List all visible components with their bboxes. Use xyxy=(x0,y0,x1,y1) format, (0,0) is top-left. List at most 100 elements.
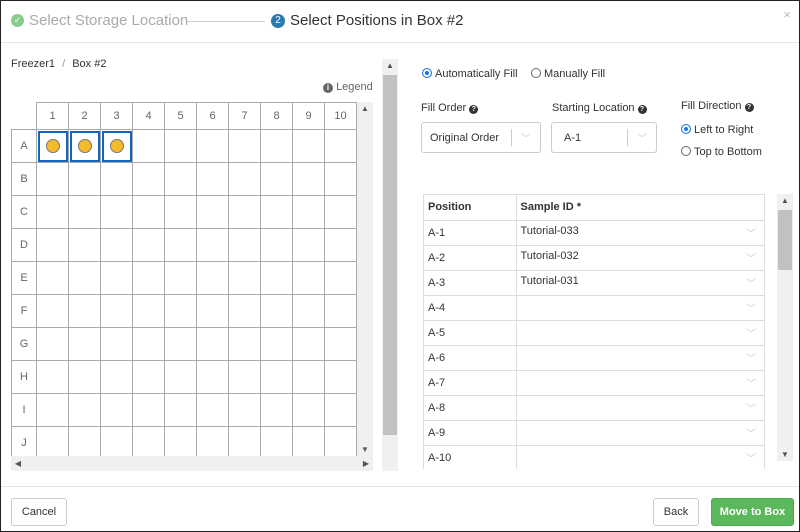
breadcrumb-freezer[interactable]: Freezer1 xyxy=(11,58,56,70)
grid-cell-I-1[interactable] xyxy=(36,393,69,427)
grid-cell-I-7[interactable] xyxy=(228,393,261,427)
grid-cell-B-5[interactable] xyxy=(164,162,197,196)
grid-cell-A-10[interactable] xyxy=(324,129,357,163)
grid-cell-F-1[interactable] xyxy=(36,294,69,328)
panel-scrollbar[interactable]: ▲ xyxy=(382,59,398,471)
cancel-button[interactable]: Cancel xyxy=(11,498,67,526)
sample-id-select[interactable]: ﹀ xyxy=(516,295,764,321)
grid-cell-A-2[interactable] xyxy=(68,129,101,163)
grid-cell-F-4[interactable] xyxy=(132,294,165,328)
grid-cell-H-3[interactable] xyxy=(100,360,133,394)
sample-id-select[interactable]: ﹀ xyxy=(516,320,764,346)
close-icon[interactable]: × xyxy=(783,7,791,22)
scroll-thumb[interactable] xyxy=(383,75,397,435)
scroll-up-arrow-icon[interactable]: ▲ xyxy=(781,196,789,205)
grid-cell-E-7[interactable] xyxy=(228,261,261,295)
grid-cell-F-8[interactable] xyxy=(260,294,293,328)
sample-id-select[interactable]: Tutorial-033 ﹀ xyxy=(516,220,764,246)
grid-cell-D-2[interactable] xyxy=(68,228,101,262)
scroll-down-arrow-icon[interactable]: ▼ xyxy=(361,445,369,454)
grid-cell-D-9[interactable] xyxy=(292,228,325,262)
legend-link[interactable]: i Legend xyxy=(323,81,373,93)
left-to-right-radio[interactable]: Left to Right xyxy=(681,124,753,136)
grid-cell-C-9[interactable] xyxy=(292,195,325,229)
grid-cell-H-4[interactable] xyxy=(132,360,165,394)
grid-cell-C-7[interactable] xyxy=(228,195,261,229)
grid-cell-G-1[interactable] xyxy=(36,327,69,361)
grid-cell-G-2[interactable] xyxy=(68,327,101,361)
grid-cell-J-1[interactable] xyxy=(36,426,69,456)
grid-cell-I-2[interactable] xyxy=(68,393,101,427)
grid-cell-A-9[interactable] xyxy=(292,129,325,163)
grid-cell-C-2[interactable] xyxy=(68,195,101,229)
grid-cell-F-10[interactable] xyxy=(324,294,357,328)
grid-cell-I-5[interactable] xyxy=(164,393,197,427)
grid-cell-J-9[interactable] xyxy=(292,426,325,456)
step-select-storage-location[interactable]: ✓ Select Storage Location xyxy=(11,12,188,29)
grid-cell-G-4[interactable] xyxy=(132,327,165,361)
grid-cell-C-4[interactable] xyxy=(132,195,165,229)
grid-cell-B-4[interactable] xyxy=(132,162,165,196)
grid-cell-I-4[interactable] xyxy=(132,393,165,427)
move-to-box-button[interactable]: Move to Box xyxy=(711,498,794,526)
help-icon[interactable]: ? xyxy=(637,105,647,114)
grid-cell-F-2[interactable] xyxy=(68,294,101,328)
grid-cell-A-3[interactable] xyxy=(100,129,133,163)
grid-cell-A-6[interactable] xyxy=(196,129,229,163)
grid-cell-H-5[interactable] xyxy=(164,360,197,394)
grid-cell-H-2[interactable] xyxy=(68,360,101,394)
grid-cell-G-5[interactable] xyxy=(164,327,197,361)
grid-cell-E-3[interactable] xyxy=(100,261,133,295)
grid-cell-B-10[interactable] xyxy=(324,162,357,196)
grid-cell-F-9[interactable] xyxy=(292,294,325,328)
grid-cell-B-9[interactable] xyxy=(292,162,325,196)
grid-cell-C-6[interactable] xyxy=(196,195,229,229)
grid-cell-J-8[interactable] xyxy=(260,426,293,456)
grid-cell-C-1[interactable] xyxy=(36,195,69,229)
grid-cell-G-6[interactable] xyxy=(196,327,229,361)
grid-cell-F-5[interactable] xyxy=(164,294,197,328)
grid-cell-A-4[interactable] xyxy=(132,129,165,163)
grid-cell-C-5[interactable] xyxy=(164,195,197,229)
grid-cell-B-8[interactable] xyxy=(260,162,293,196)
grid-cell-E-9[interactable] xyxy=(292,261,325,295)
grid-cell-A-7[interactable] xyxy=(228,129,261,163)
grid-cell-I-3[interactable] xyxy=(100,393,133,427)
grid-cell-D-7[interactable] xyxy=(228,228,261,262)
table-scrollbar[interactable]: ▲ ▼ xyxy=(777,194,793,461)
sample-id-select[interactable]: ﹀ xyxy=(516,445,764,469)
grid-cell-J-2[interactable] xyxy=(68,426,101,456)
scroll-thumb[interactable] xyxy=(778,210,792,270)
grid-cell-A-8[interactable] xyxy=(260,129,293,163)
sample-id-select[interactable]: ﹀ xyxy=(516,395,764,421)
grid-cell-F-7[interactable] xyxy=(228,294,261,328)
sample-id-select[interactable]: ﹀ xyxy=(516,345,764,371)
grid-cell-J-5[interactable] xyxy=(164,426,197,456)
grid-cell-H-8[interactable] xyxy=(260,360,293,394)
grid-cell-E-6[interactable] xyxy=(196,261,229,295)
grid-cell-D-1[interactable] xyxy=(36,228,69,262)
grid-cell-E-5[interactable] xyxy=(164,261,197,295)
sample-id-select[interactable]: Tutorial-032 ﹀ xyxy=(516,245,764,271)
grid-cell-C-8[interactable] xyxy=(260,195,293,229)
grid-cell-E-2[interactable] xyxy=(68,261,101,295)
starting-location-select[interactable]: A-1 ﹀ xyxy=(551,122,657,153)
grid-cell-D-4[interactable] xyxy=(132,228,165,262)
grid-cell-F-6[interactable] xyxy=(196,294,229,328)
grid-cell-B-2[interactable] xyxy=(68,162,101,196)
grid-cell-E-1[interactable] xyxy=(36,261,69,295)
grid-cell-I-6[interactable] xyxy=(196,393,229,427)
grid-cell-B-7[interactable] xyxy=(228,162,261,196)
grid-cell-H-1[interactable] xyxy=(36,360,69,394)
grid-cell-D-8[interactable] xyxy=(260,228,293,262)
auto-fill-radio[interactable]: Automatically Fill xyxy=(422,68,518,80)
scroll-up-arrow-icon[interactable]: ▲ xyxy=(361,104,369,113)
grid-cell-G-9[interactable] xyxy=(292,327,325,361)
help-icon[interactable]: ? xyxy=(469,105,479,114)
scroll-down-arrow-icon[interactable]: ▼ xyxy=(781,450,789,459)
grid-cell-J-3[interactable] xyxy=(100,426,133,456)
grid-horizontal-scrollbar[interactable]: ◀ ▶ xyxy=(11,456,373,471)
back-button[interactable]: Back xyxy=(653,498,699,526)
grid-cell-G-10[interactable] xyxy=(324,327,357,361)
grid-vertical-scrollbar[interactable]: ▲ ▼ xyxy=(357,102,373,456)
